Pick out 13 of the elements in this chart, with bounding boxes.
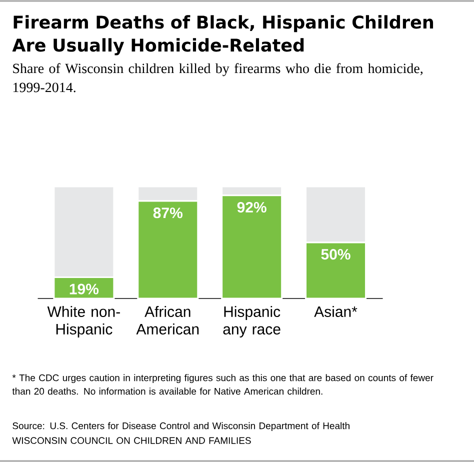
chart-subtitle: Share of Wisconsin children killed by firearms who die from homicide, 1999-2014. <box>13 63 423 92</box>
chart-title: Firearm Deaths of Black, Hispanic Children Are Usually Homicide-Related <box>12 15 434 56</box>
data-label: 50% <box>321 249 350 260</box>
x-tick-label: African American <box>136 306 199 335</box>
data-label: 19% <box>70 284 99 294</box>
data-label: 87% <box>153 208 182 218</box>
x-tick-label: Asian* <box>314 306 358 318</box>
text: * The CDC urges caution in interpreting figures such as this one that are based on counts of fewer than 20 deaths. No information is available for Native American children. <box>12 374 434 395</box>
data-label: 92% <box>237 202 266 213</box>
x-tick-label: Hispanic any race <box>223 306 280 338</box>
text: WISCONSIN COUNCIL ON CHILDREN AND FAMILIES <box>12 437 251 444</box>
source-note: Source: U.S. Centers for Disease Control and Wisconsin Department of Health <box>12 422 350 432</box>
x-tick-label: White non-Hispanic <box>47 306 120 338</box>
